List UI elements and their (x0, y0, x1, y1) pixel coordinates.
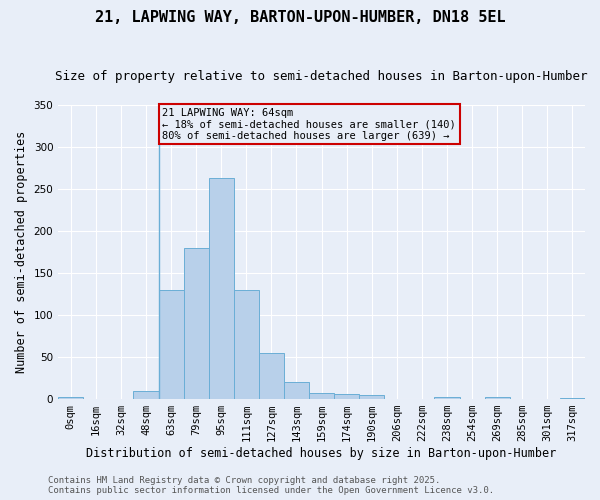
Bar (485, 396, 510, 399)
Bar (209, 178, 234, 399)
Text: 21 LAPWING WAY: 64sqm
← 18% of semi-detached houses are smaller (140)
80% of sem: 21 LAPWING WAY: 64sqm ← 18% of semi-deta… (162, 108, 456, 140)
Bar (58, 398, 83, 399)
Title: Size of property relative to semi-detached houses in Barton-upon-Humber: Size of property relative to semi-detach… (55, 70, 588, 83)
Bar (259, 353, 284, 399)
Bar (284, 382, 309, 399)
Bar (434, 398, 460, 399)
Bar (133, 390, 158, 399)
Bar (158, 290, 184, 399)
X-axis label: Distribution of semi-detached houses by size in Barton-upon-Humber: Distribution of semi-detached houses by … (86, 447, 557, 460)
Bar (560, 398, 585, 399)
Bar (234, 290, 259, 399)
Text: Contains HM Land Registry data © Crown copyright and database right 2025.
Contai: Contains HM Land Registry data © Crown c… (48, 476, 494, 495)
Bar (334, 394, 359, 399)
Bar (184, 248, 209, 399)
Y-axis label: Number of semi-detached properties: Number of semi-detached properties (15, 131, 28, 373)
Bar (309, 393, 334, 399)
Bar (359, 395, 385, 399)
Text: 21, LAPWING WAY, BARTON-UPON-HUMBER, DN18 5EL: 21, LAPWING WAY, BARTON-UPON-HUMBER, DN1… (95, 10, 505, 25)
